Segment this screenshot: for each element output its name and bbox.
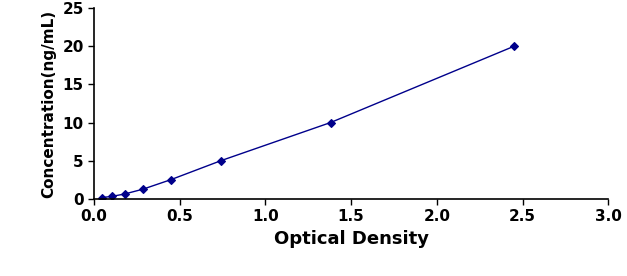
Y-axis label: Concentration(ng/mL): Concentration(ng/mL) [42,9,56,198]
X-axis label: Optical Density: Optical Density [273,230,429,248]
